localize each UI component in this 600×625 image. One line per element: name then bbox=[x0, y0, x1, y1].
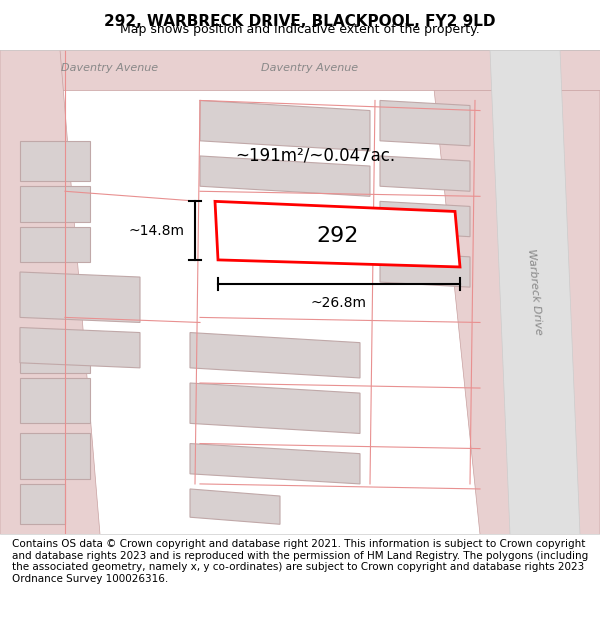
Polygon shape bbox=[20, 378, 90, 423]
Polygon shape bbox=[20, 227, 90, 262]
Polygon shape bbox=[20, 328, 140, 368]
Polygon shape bbox=[190, 332, 360, 378]
Text: ~191m²/~0.047ac.: ~191m²/~0.047ac. bbox=[235, 147, 395, 165]
Text: Daventry Avenue: Daventry Avenue bbox=[262, 63, 359, 73]
Polygon shape bbox=[380, 252, 470, 287]
Polygon shape bbox=[20, 332, 90, 373]
Text: 292: 292 bbox=[317, 226, 359, 246]
Polygon shape bbox=[200, 101, 370, 151]
Polygon shape bbox=[200, 156, 370, 196]
Text: ~14.8m: ~14.8m bbox=[129, 224, 185, 238]
Polygon shape bbox=[190, 489, 280, 524]
Polygon shape bbox=[190, 444, 360, 484]
Text: Map shows position and indicative extent of the property.: Map shows position and indicative extent… bbox=[120, 23, 480, 36]
Text: Contains OS data © Crown copyright and database right 2021. This information is : Contains OS data © Crown copyright and d… bbox=[12, 539, 588, 584]
Polygon shape bbox=[0, 50, 600, 91]
Polygon shape bbox=[190, 383, 360, 434]
Polygon shape bbox=[20, 186, 90, 221]
Polygon shape bbox=[215, 201, 460, 267]
Polygon shape bbox=[0, 50, 100, 534]
Polygon shape bbox=[20, 434, 90, 479]
Text: Warbreck Drive: Warbreck Drive bbox=[526, 249, 544, 336]
Text: 292, WARBRECK DRIVE, BLACKPOOL, FY2 9LD: 292, WARBRECK DRIVE, BLACKPOOL, FY2 9LD bbox=[104, 14, 496, 29]
Polygon shape bbox=[490, 50, 580, 534]
Polygon shape bbox=[380, 201, 470, 237]
Polygon shape bbox=[20, 141, 90, 181]
Polygon shape bbox=[380, 156, 470, 191]
Text: Daventry Avenue: Daventry Avenue bbox=[61, 63, 158, 73]
Polygon shape bbox=[20, 484, 65, 524]
Text: ~26.8m: ~26.8m bbox=[311, 296, 367, 310]
Polygon shape bbox=[380, 101, 470, 146]
Polygon shape bbox=[20, 272, 140, 322]
Polygon shape bbox=[430, 50, 600, 534]
